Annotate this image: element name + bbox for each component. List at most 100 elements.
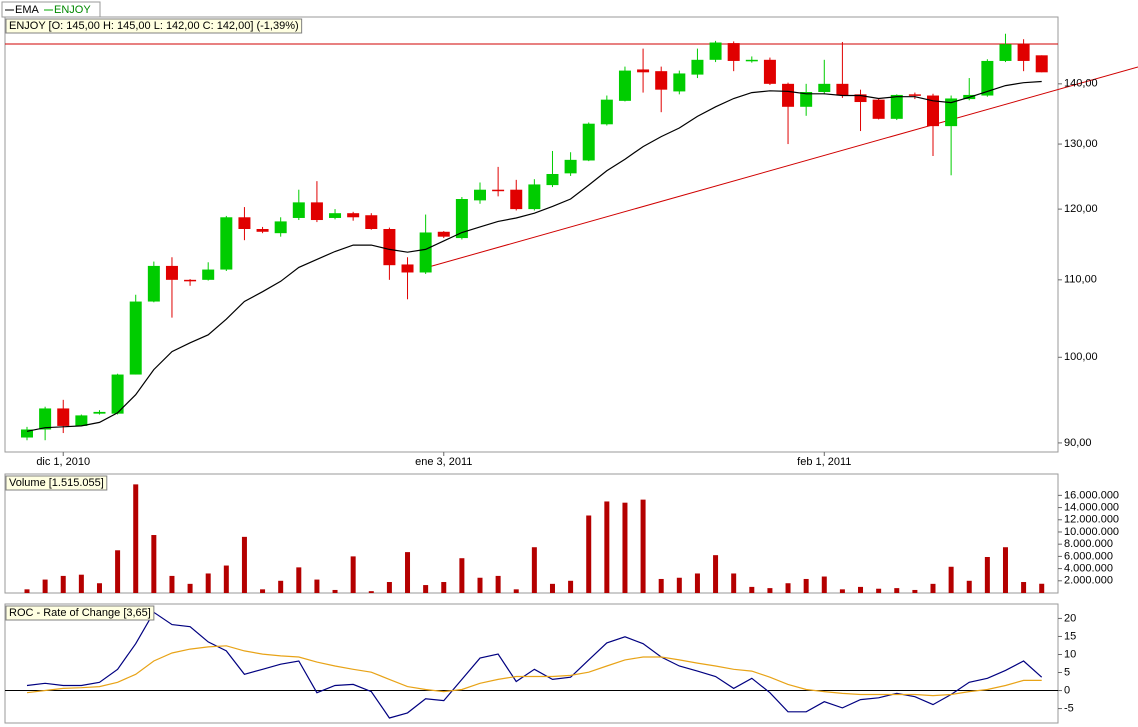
volume-bar <box>966 580 972 593</box>
volume-bar <box>984 556 990 593</box>
y-tick-label: 100,00 <box>1064 351 1098 363</box>
volume-bar <box>531 547 537 593</box>
volume-bar <box>477 577 483 593</box>
volume-bar <box>604 501 610 593</box>
y-tick-label: 6.000.000 <box>1064 550 1113 562</box>
volume-bar <box>495 575 501 593</box>
candle-body <box>437 231 450 237</box>
candle-body <box>618 70 631 101</box>
volume-bar <box>749 586 755 593</box>
candle-body <box>890 94 903 119</box>
y-tick-label: 20 <box>1064 612 1076 624</box>
volume-bar <box>368 591 374 593</box>
candle-body <box>220 217 233 270</box>
candle-body <box>510 189 523 210</box>
candle-body <box>292 202 305 218</box>
volume-bar <box>549 583 555 593</box>
candle-body <box>528 184 541 210</box>
candle-body <box>637 69 650 73</box>
volume-bar <box>42 579 48 593</box>
volume-bar <box>459 558 465 593</box>
y-tick-label: 15 <box>1064 630 1076 642</box>
candle-body <box>927 95 939 127</box>
panel-title: ENJOY [O: 145,00 H: 145,00 L: 142,00 C: … <box>9 20 299 32</box>
volume-bar <box>821 576 827 593</box>
volume-bar <box>423 585 429 593</box>
candle-body <box>691 59 704 75</box>
candle-body <box>492 189 505 192</box>
volume-bar <box>350 556 356 593</box>
volume-bar <box>858 586 864 593</box>
volume-bar <box>24 589 30 593</box>
y-tick-label: 140,00 <box>1064 78 1098 90</box>
volume-bar <box>694 573 700 593</box>
trend-line <box>424 66 1138 269</box>
volume-bar <box>187 583 193 593</box>
legend-label-ema: EMA <box>15 4 40 16</box>
x-tick-label: feb 1, 2011 <box>797 456 851 468</box>
candle-body <box>474 189 486 201</box>
y-tick-label: 14.000.000 <box>1064 501 1119 513</box>
candle-body <box>854 94 867 103</box>
candle-body <box>546 173 559 186</box>
volume-bar <box>658 578 664 593</box>
candle-body <box>419 232 432 273</box>
y-tick-label: 10.000.000 <box>1064 526 1119 538</box>
roc-panel <box>4 603 1059 724</box>
volume-bar <box>441 582 447 593</box>
candle-body <box>945 98 958 127</box>
candle-body <box>727 43 740 61</box>
volume-panel <box>4 473 1059 594</box>
volume-bar <box>314 579 320 593</box>
volume-bar <box>205 573 211 593</box>
candle-body <box>1017 44 1030 61</box>
candle-body <box>745 59 758 62</box>
y-tick-label: 10 <box>1064 648 1076 660</box>
volume-bar <box>332 589 338 593</box>
volume-bar <box>1021 582 1027 593</box>
candle-body <box>57 408 70 426</box>
panel-title: ROC - Rate of Change [3,65] <box>9 607 151 619</box>
candle-body <box>165 265 178 280</box>
candle-body <box>999 44 1012 61</box>
volume-bar <box>894 588 900 593</box>
candle-body <box>782 83 795 107</box>
candle-body <box>202 269 215 280</box>
volume-bar <box>513 589 519 593</box>
candle-body <box>111 374 124 414</box>
volume-bar <box>223 565 229 593</box>
candle-body <box>310 202 323 221</box>
volume-bar <box>622 502 628 593</box>
y-tick-label: 16.000.000 <box>1064 489 1119 501</box>
volume-bar <box>948 566 954 593</box>
candle-body <box>129 301 142 375</box>
y-tick-label: 5 <box>1064 666 1070 678</box>
candle-body <box>655 71 668 90</box>
candle-body <box>836 83 849 96</box>
volume-bar <box>713 555 719 593</box>
panel-title-box <box>5 475 108 491</box>
candle-body <box>981 60 994 96</box>
volume-bar <box>767 588 773 593</box>
volume-bar <box>1039 583 1045 593</box>
volume-bar <box>96 583 102 593</box>
volume-bar <box>133 484 139 593</box>
roc-line <box>26 611 1043 719</box>
candle-body <box>709 42 722 60</box>
volume-bar <box>640 499 646 593</box>
candle-body <box>147 265 160 302</box>
y-tick-label: 130,00 <box>1064 138 1098 150</box>
x-tick-label: dic 1, 2010 <box>36 456 90 468</box>
candle-body <box>455 199 468 239</box>
volume-bar <box>803 578 809 593</box>
volume-bar <box>568 580 574 593</box>
volume-bar <box>60 575 66 593</box>
candle-body <box>818 83 831 93</box>
y-tick-label: 0 <box>1064 684 1070 696</box>
candle-body <box>564 159 577 174</box>
volume-bar <box>930 583 936 593</box>
volume-bar <box>912 589 918 593</box>
volume-bar <box>241 536 247 593</box>
volume-bar <box>1002 547 1008 593</box>
roc-line <box>26 645 1042 697</box>
